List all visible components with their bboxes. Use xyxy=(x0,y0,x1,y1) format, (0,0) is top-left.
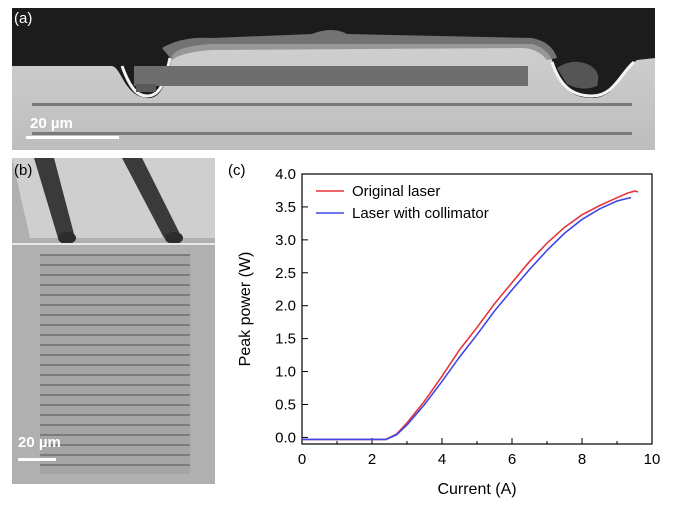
y-tick-label: 3.5 xyxy=(275,199,296,216)
scale-bar-label-a: 20 µm xyxy=(30,115,73,132)
sem-grating-drawing xyxy=(12,158,215,484)
peak-power-chart-svg: 0 2 4 6 8 10 0.0 0.5 1.0 1.5 2.0 2.5 3.0 3.5 4.0 Curren… xyxy=(237,166,661,498)
x-tick-label: 0 xyxy=(298,451,306,468)
scale-bar-label-b: 20 µm xyxy=(18,434,61,451)
series-line-laser-with-collimator xyxy=(302,196,632,441)
x-tick-label: 10 xyxy=(644,451,661,468)
y-tick-label: 1.5 xyxy=(275,331,296,348)
panel-label-b: (b) xyxy=(14,162,33,179)
x-axis-label: Current (A) xyxy=(437,481,516,498)
scale-bar-b xyxy=(18,458,56,461)
sem-grating-image: (b) 20 µm xyxy=(12,158,215,484)
y-tick-label: 0.5 xyxy=(275,396,296,413)
peak-power-chart: (c) 0 2 4 6 8 10 0.0 0.5 1.0 1.5 2.0 2.5 3.0 3.5 4.0 Cu… xyxy=(222,158,675,504)
y-tick-label: 1.0 xyxy=(275,364,296,381)
sem-cross-section-drawing xyxy=(12,8,655,150)
y-tick-label: 3.0 xyxy=(275,232,296,249)
legend-entry: Original laser xyxy=(352,183,440,200)
series-line-original-laser xyxy=(302,190,639,441)
scale-bar-a xyxy=(26,136,119,139)
y-tick-label: 2.5 xyxy=(275,265,296,282)
x-tick-label: 6 xyxy=(508,451,516,468)
y-tick-label: 2.0 xyxy=(275,298,296,315)
y-tick-label: 0.0 xyxy=(275,429,296,446)
legend-entry: Laser with collimator xyxy=(352,205,489,222)
x-tick-label: 4 xyxy=(438,451,446,468)
y-tick-label: 4.0 xyxy=(275,166,296,183)
panel-label-c: (c) xyxy=(228,162,246,179)
sem-cross-section-image: (a) 20 µm xyxy=(12,8,655,150)
y-axis-label: Peak power (W) xyxy=(237,252,254,367)
x-tick-label: 8 xyxy=(578,451,586,468)
panel-label-a: (a) xyxy=(14,10,33,27)
x-tick-label: 2 xyxy=(368,451,376,468)
